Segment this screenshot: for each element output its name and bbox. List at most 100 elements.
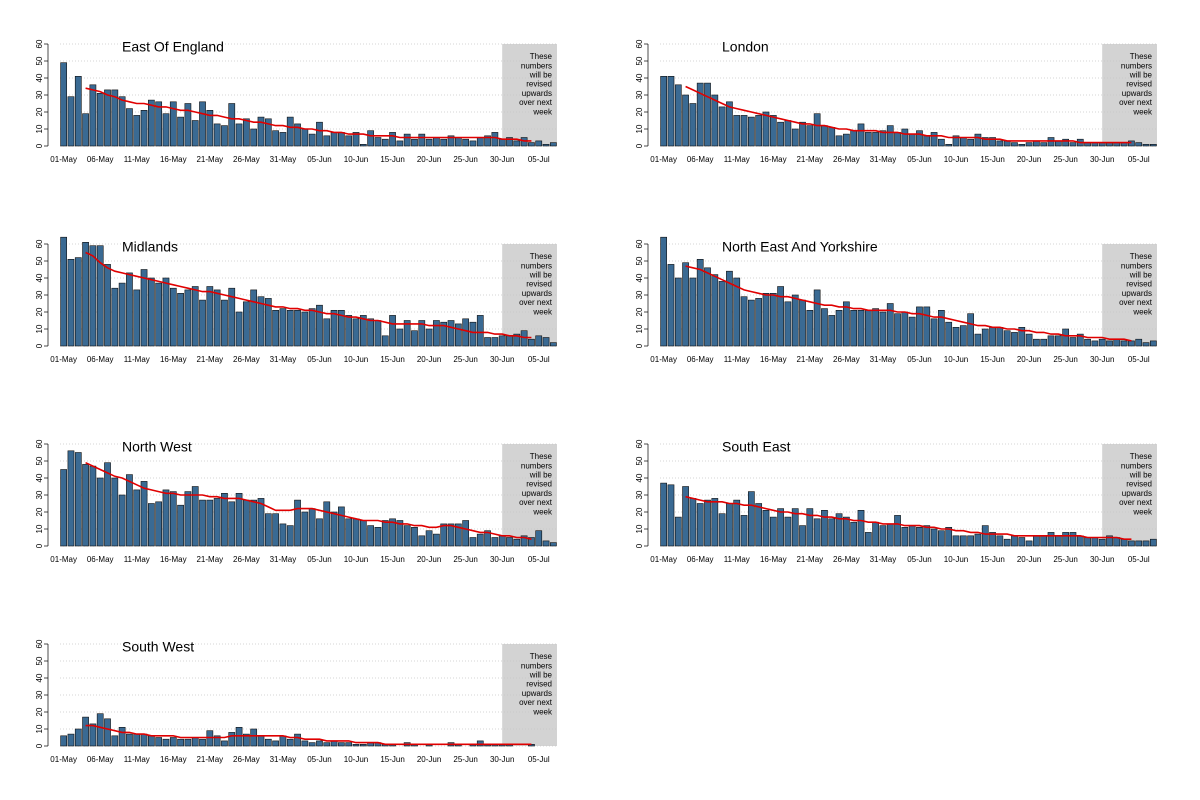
bar (1106, 535, 1113, 547)
bar (996, 535, 1004, 547)
bar (82, 716, 89, 747)
bar (535, 335, 543, 347)
revision-note: will be (1129, 271, 1153, 280)
revision-note: These (1130, 52, 1153, 61)
y-tick-label: 20 (635, 107, 644, 116)
bar (352, 518, 360, 547)
bar (528, 142, 535, 147)
bar (916, 306, 923, 347)
revision-note: These (530, 452, 553, 461)
bar (894, 313, 901, 347)
bar (930, 528, 938, 547)
bar (989, 326, 996, 347)
revision-note: week (532, 507, 553, 516)
bar (769, 292, 777, 347)
x-tick-label: 15-Jun (380, 555, 404, 564)
bar (228, 501, 236, 547)
bar (133, 489, 141, 547)
bar (484, 337, 491, 347)
bar (696, 503, 704, 547)
bar (213, 498, 221, 547)
bar (264, 738, 272, 747)
y-tick-label: 0 (635, 143, 644, 148)
y-tick-label: 30 (635, 490, 644, 499)
bar (243, 733, 250, 747)
bar (938, 309, 945, 347)
bar (850, 309, 858, 347)
bar (206, 499, 214, 547)
bar (257, 735, 265, 747)
bar (316, 518, 323, 547)
bar (169, 101, 177, 147)
x-tick-label: 11-May (724, 155, 750, 164)
bar (264, 298, 272, 347)
revision-note: numbers (521, 661, 552, 670)
bar (411, 138, 418, 147)
x-tick-label: 06-May (687, 155, 714, 164)
bar (96, 93, 104, 147)
revision-note: will be (529, 271, 553, 280)
bar (148, 735, 155, 747)
revision-note: will be (529, 471, 553, 480)
x-tick-label: 16-May (760, 355, 787, 364)
x-tick-label: 26-May (233, 755, 260, 764)
bar (667, 76, 675, 147)
bar (549, 342, 557, 347)
bar (199, 101, 206, 147)
revision-note: upwards (1122, 89, 1152, 98)
bar (923, 525, 931, 547)
x-tick-label: 30-Jun (1090, 355, 1114, 364)
y-tick-label: 40 (35, 73, 44, 82)
bar (330, 309, 338, 347)
bar (148, 503, 155, 547)
revision-note: These (1130, 252, 1153, 261)
bar (872, 132, 879, 147)
bar (338, 132, 345, 147)
y-tick-label: 60 (35, 439, 44, 448)
x-tick-label: 16-May (760, 555, 787, 564)
bar (294, 309, 301, 347)
bar (696, 82, 704, 147)
bar (748, 299, 755, 347)
bar (118, 726, 126, 747)
bar (674, 84, 682, 147)
panel: 0 10 20 30 40 50 60 01-May 06-May 11-May 16-May 21-… (635, 439, 1157, 564)
bar (901, 128, 909, 147)
y-tick-label: 20 (35, 707, 44, 716)
bar (1076, 535, 1084, 547)
bar (155, 101, 163, 147)
bar (1142, 144, 1150, 147)
bar (316, 304, 323, 347)
bar (447, 523, 455, 547)
x-tick-label: 05-Jun (907, 155, 931, 164)
bar (784, 301, 792, 347)
x-tick-label: 20-Jun (1017, 155, 1041, 164)
x-tick-label: 10-Jun (944, 355, 968, 364)
bar (462, 138, 469, 147)
bar (60, 735, 68, 747)
bar (381, 335, 389, 347)
revision-note: revised (526, 680, 552, 689)
bar (843, 133, 850, 147)
bar (740, 296, 748, 347)
bar (272, 309, 279, 347)
bar (177, 738, 184, 747)
bar (711, 498, 719, 547)
bar (359, 144, 367, 147)
x-tick-label: 11-May (124, 355, 150, 364)
x-tick-label: 25-Jun (453, 355, 477, 364)
bar (345, 315, 353, 347)
bar (1069, 532, 1077, 547)
revision-note: These (1130, 452, 1153, 461)
y-tick-label: 10 (635, 124, 644, 133)
revision-note: week (1132, 507, 1153, 516)
bar (762, 111, 770, 147)
bar (1062, 138, 1069, 147)
x-tick-label: 06-May (687, 355, 714, 364)
y-tick-label: 50 (35, 256, 44, 265)
bar (945, 526, 953, 547)
bar (433, 137, 440, 147)
bar (323, 742, 331, 747)
revision-note: upwards (1122, 289, 1152, 298)
bar (498, 138, 506, 147)
